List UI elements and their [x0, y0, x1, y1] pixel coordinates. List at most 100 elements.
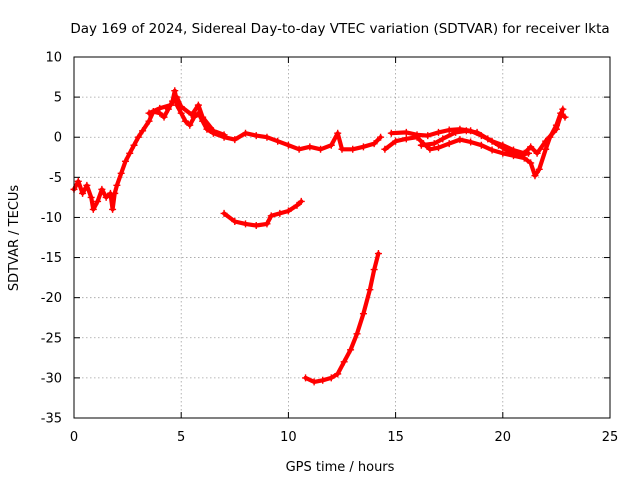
- data-point: [310, 378, 318, 386]
- data-point: [186, 121, 194, 129]
- y-tick-label: 10: [45, 51, 62, 66]
- data-point: [113, 181, 121, 189]
- data-point: [297, 197, 305, 205]
- series-segment-4: [382, 111, 568, 178]
- data-point: [295, 145, 303, 153]
- y-tick-label: -10: [41, 211, 62, 226]
- data-point: [166, 101, 174, 109]
- x-tick-label: 5: [177, 430, 185, 445]
- data-point: [111, 189, 119, 197]
- data-point: [467, 138, 475, 146]
- data-point: [413, 131, 421, 139]
- data-point: [276, 209, 284, 217]
- data-point: [327, 374, 335, 382]
- data-point: [252, 132, 260, 140]
- data-point: [559, 105, 567, 113]
- series-segment-1: [71, 88, 383, 212]
- data-point: [505, 148, 513, 156]
- data-point: [284, 141, 292, 149]
- data-point: [242, 220, 250, 228]
- data-point: [525, 149, 533, 157]
- data-point: [430, 140, 438, 148]
- data-point: [181, 117, 189, 125]
- data-point: [263, 220, 271, 228]
- y-tick-label: -5: [49, 171, 62, 186]
- data-point: [102, 193, 110, 201]
- grid-layer: [74, 57, 610, 418]
- x-tick-label: 15: [387, 430, 404, 445]
- data-point: [434, 128, 442, 136]
- data-point: [338, 145, 346, 153]
- data-point: [456, 136, 464, 144]
- data-point: [499, 149, 507, 157]
- data-point: [199, 113, 207, 121]
- data-point: [417, 141, 425, 149]
- data-point: [74, 177, 82, 185]
- data-point: [121, 157, 129, 165]
- data-point: [145, 109, 153, 117]
- data-point: [366, 286, 374, 294]
- y-tick-label: -25: [41, 331, 62, 346]
- series-segment-1-upper: [146, 94, 227, 137]
- data-point: [94, 197, 102, 205]
- data-point: [274, 137, 282, 145]
- data-point: [535, 165, 543, 173]
- data-point: [109, 205, 117, 213]
- data-point: [145, 117, 153, 125]
- data-point: [445, 140, 453, 148]
- data-point: [220, 209, 228, 217]
- data-point: [177, 103, 185, 111]
- y-tick-label: 0: [54, 131, 62, 146]
- data-point: [452, 128, 460, 136]
- data-point: [473, 128, 481, 136]
- data-point: [552, 125, 560, 133]
- data-point: [156, 104, 164, 112]
- data-point: [334, 370, 342, 378]
- data-point: [340, 358, 348, 366]
- data-point: [160, 113, 168, 121]
- data-point: [477, 141, 485, 149]
- data-point: [220, 131, 228, 139]
- data-point: [370, 140, 378, 148]
- y-tick-label: -20: [41, 291, 62, 306]
- data-point: [83, 181, 91, 189]
- data-point: [334, 129, 342, 137]
- data-point: [242, 129, 250, 137]
- data-point: [327, 141, 335, 149]
- data-point: [533, 149, 541, 157]
- data-point: [424, 132, 432, 140]
- data-point: [117, 169, 125, 177]
- data-point: [87, 193, 95, 201]
- data-point: [126, 149, 134, 157]
- y-tick-labels: 10 5 0 -5 -10 -15 -20 -25 -30 -35: [41, 51, 62, 427]
- data-point: [527, 159, 535, 167]
- data-point: [171, 87, 179, 95]
- x-tick-label: 20: [495, 430, 512, 445]
- data-point: [231, 217, 239, 225]
- data-point: [177, 109, 185, 117]
- series-segment-2: [222, 199, 304, 228]
- data-point: [203, 125, 211, 133]
- y-tick-label: -35: [41, 412, 62, 427]
- data-point: [484, 135, 492, 143]
- data-point: [79, 189, 87, 197]
- data-point: [542, 145, 550, 153]
- y-axis-label: SDTVAR / TECUs: [7, 185, 22, 292]
- y-tick-label: -15: [41, 251, 62, 266]
- plot-frame: [73, 56, 611, 419]
- data-point: [402, 135, 410, 143]
- data-point: [267, 212, 275, 220]
- data-point: [317, 145, 325, 153]
- x-tick-label: 0: [70, 430, 78, 445]
- x-axis-label: GPS time / hours: [286, 460, 395, 475]
- data-point: [349, 145, 357, 153]
- data-point: [347, 346, 355, 354]
- data-point: [387, 129, 395, 137]
- data-point: [374, 250, 382, 258]
- data-point: [252, 221, 260, 229]
- data-point: [263, 133, 271, 141]
- data-point: [402, 128, 410, 136]
- data-point: [231, 136, 239, 144]
- data-point: [516, 151, 524, 159]
